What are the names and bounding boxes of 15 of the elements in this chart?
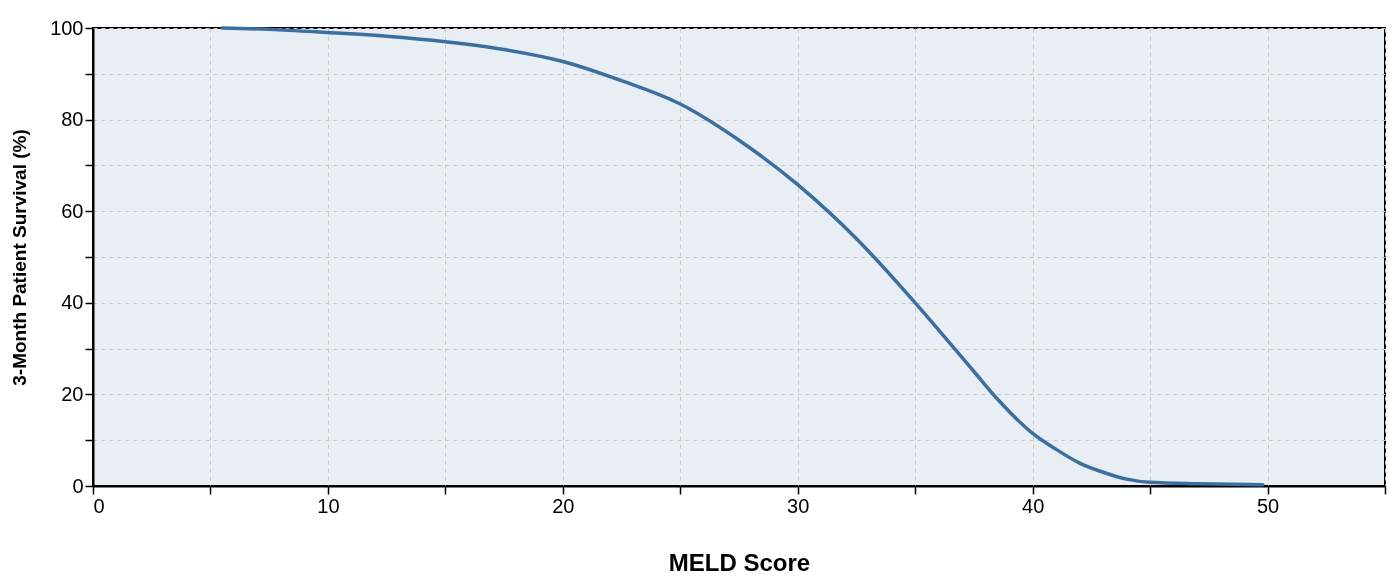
line-series	[220, 26, 1265, 487]
y-tick-label: 40	[61, 291, 84, 314]
x-tick-label: 40	[1022, 494, 1045, 517]
y-tick-label: 20	[61, 382, 84, 405]
y-axis-title: 3-Month Patient Survival (%)	[9, 129, 31, 386]
x-tick-label: 50	[1256, 494, 1280, 517]
x-tick-label: 30	[787, 494, 810, 517]
x-axis-title: MELD Score	[668, 548, 811, 576]
x-tick-label: 0	[93, 494, 105, 517]
x-tick-label: 20	[552, 494, 575, 517]
y-tick-label: 60	[61, 199, 84, 222]
x-tick-label: 10	[317, 494, 340, 517]
y-tick-label: 0	[72, 474, 84, 497]
y-tick-label: 80	[61, 108, 84, 131]
y-tick-label: 100	[50, 16, 84, 39]
